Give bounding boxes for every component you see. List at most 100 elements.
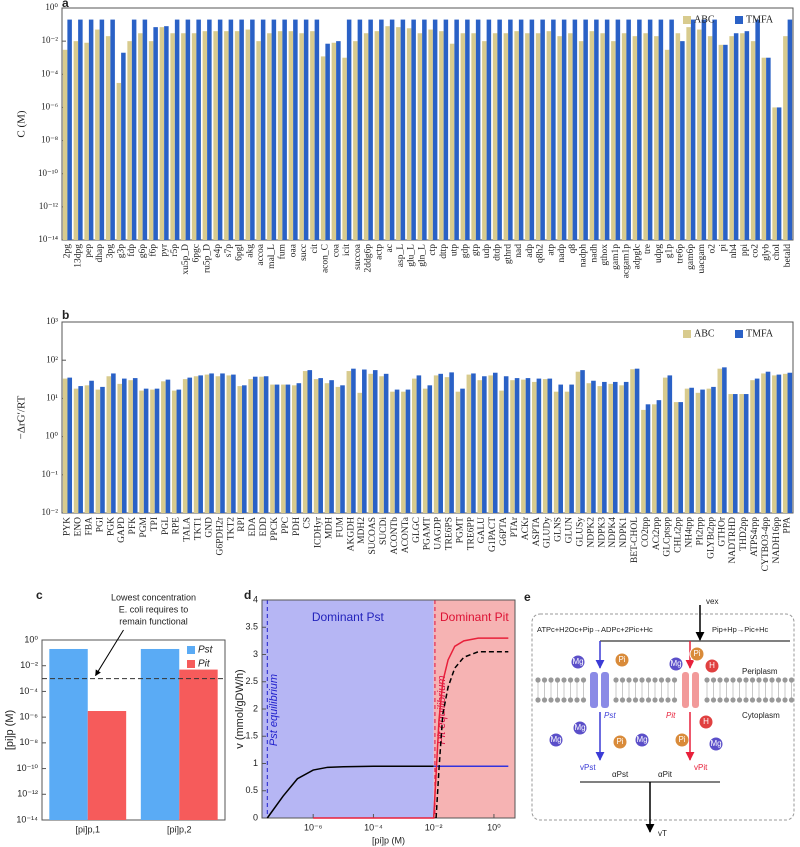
lipid-head bbox=[775, 697, 782, 703]
x-tick-label: TRE6PS bbox=[445, 517, 455, 550]
bar bbox=[619, 385, 624, 513]
lipid-head bbox=[782, 677, 788, 683]
ion-label: Mg bbox=[574, 723, 585, 732]
bar bbox=[471, 33, 476, 241]
bar bbox=[417, 33, 423, 241]
bar bbox=[787, 372, 793, 513]
x-tick-label: nadh bbox=[589, 244, 599, 263]
x-tick-label: ATPS4rpp bbox=[750, 517, 760, 557]
x-tick-label: adp bbox=[525, 244, 535, 258]
legend-label: Pit bbox=[198, 659, 211, 670]
x-tick-label: SUCOAS bbox=[368, 517, 378, 555]
x-tick-label: coa bbox=[331, 243, 341, 257]
x-tick-label: NDPK2 bbox=[586, 517, 596, 548]
lipid-head bbox=[736, 697, 743, 703]
annotation: remain functional bbox=[119, 616, 188, 626]
bar bbox=[508, 19, 513, 240]
bar bbox=[277, 31, 283, 240]
x-tick-label: PGM bbox=[139, 516, 149, 537]
ion-label: Pi bbox=[678, 735, 685, 744]
legend-swatch bbox=[735, 16, 743, 24]
compartment-label: Cytoplasm bbox=[742, 711, 780, 720]
x-tick-label: PDH bbox=[292, 517, 302, 536]
y-tick-label: 10⁻¹⁴ bbox=[38, 234, 58, 244]
x-tick-label: gln_L bbox=[417, 244, 427, 267]
x-tick-label: FUM bbox=[335, 516, 345, 537]
x-tick-label: asp_L bbox=[396, 244, 406, 267]
ion bbox=[704, 658, 720, 674]
bar bbox=[532, 381, 537, 513]
x-tick-label: icit bbox=[342, 244, 352, 256]
annotation-arrow bbox=[95, 629, 124, 677]
bar bbox=[787, 19, 793, 240]
x-tick-label: CHLt2pp bbox=[674, 517, 684, 553]
bar bbox=[455, 391, 461, 513]
y-tick-label: 10⁰ bbox=[45, 431, 58, 441]
chart: c 10⁻¹⁴ 10⁻¹² 10⁻¹⁰ 10⁻⁸ 10⁻⁶ 10⁻⁴ 10⁻² 10⁰ [pi]p… bbox=[4, 588, 226, 834]
y-tick-label: 10⁻² bbox=[42, 35, 59, 45]
lipid-head bbox=[756, 697, 762, 703]
lipid-head bbox=[710, 697, 717, 703]
bar bbox=[237, 386, 243, 513]
transporter bbox=[601, 672, 609, 708]
ions: Mg Pi Mg Pi H Mg Mg Pi Mg Pi H Mg bbox=[548, 646, 724, 752]
legend-swatch bbox=[187, 646, 195, 654]
legend-label: ABC bbox=[694, 328, 715, 339]
bar bbox=[234, 31, 240, 240]
x-tick-label: GLNS bbox=[554, 517, 564, 542]
region-label: Dominant Pit bbox=[440, 610, 509, 624]
bar bbox=[383, 373, 389, 513]
bar bbox=[62, 49, 68, 240]
bar bbox=[586, 383, 592, 513]
x-tick-label: q8 bbox=[568, 244, 578, 254]
bar bbox=[215, 376, 221, 513]
bar bbox=[729, 36, 734, 241]
bar bbox=[220, 373, 225, 513]
bar bbox=[465, 19, 470, 240]
x-tick-label: actp bbox=[374, 244, 384, 260]
y-tick-label: 10⁻⁶ bbox=[41, 101, 58, 111]
bar bbox=[750, 41, 756, 241]
ion bbox=[570, 654, 586, 670]
y-tick-label: 10⁻⁶ bbox=[20, 712, 39, 722]
x-tick-label: nadph bbox=[579, 244, 589, 267]
x-tick-label: xu5p_D bbox=[181, 244, 191, 275]
bar bbox=[568, 33, 573, 241]
bar bbox=[127, 41, 132, 241]
bar bbox=[621, 33, 627, 241]
bar bbox=[422, 19, 427, 240]
x-tick-label: udpg bbox=[654, 244, 664, 263]
x-tick-label: g3p bbox=[116, 244, 126, 259]
bar bbox=[706, 388, 712, 513]
fraction-label: αPst bbox=[612, 770, 629, 779]
bar bbox=[303, 19, 309, 240]
x-tick-label: ASPTA bbox=[532, 517, 542, 546]
lipid-head bbox=[769, 697, 775, 703]
bar bbox=[662, 377, 668, 513]
x-tick-label: succoa bbox=[353, 243, 363, 270]
equilibrium-label: Pst equilibrium bbox=[268, 674, 280, 746]
panel-label: d bbox=[244, 588, 251, 602]
bar bbox=[288, 31, 294, 240]
x-tick-label: GLUDy bbox=[543, 517, 553, 548]
x-tick-label: GLGC bbox=[412, 517, 422, 543]
y-tick-label: 10⁻¹⁰ bbox=[17, 763, 39, 773]
bar bbox=[259, 376, 264, 513]
line bbox=[313, 637, 509, 819]
bar bbox=[346, 19, 352, 240]
x-tick-label: NDPK4 bbox=[608, 517, 618, 548]
x-tick-label: dtdp bbox=[493, 244, 503, 261]
bar bbox=[717, 368, 723, 513]
x-tick-label: [pi]p,1 bbox=[75, 824, 100, 834]
ion bbox=[708, 736, 724, 752]
bar bbox=[772, 375, 777, 513]
region bbox=[433, 600, 515, 818]
y-tick-label: 10⁻⁸ bbox=[41, 135, 58, 145]
x-tick-label: PFK bbox=[128, 517, 138, 535]
x-tick-label: cit bbox=[310, 244, 320, 254]
lipid-head bbox=[704, 697, 710, 703]
compartment-label: Periplasm bbox=[742, 667, 778, 676]
bar bbox=[385, 26, 390, 240]
bar bbox=[320, 56, 326, 241]
bar bbox=[488, 375, 493, 513]
